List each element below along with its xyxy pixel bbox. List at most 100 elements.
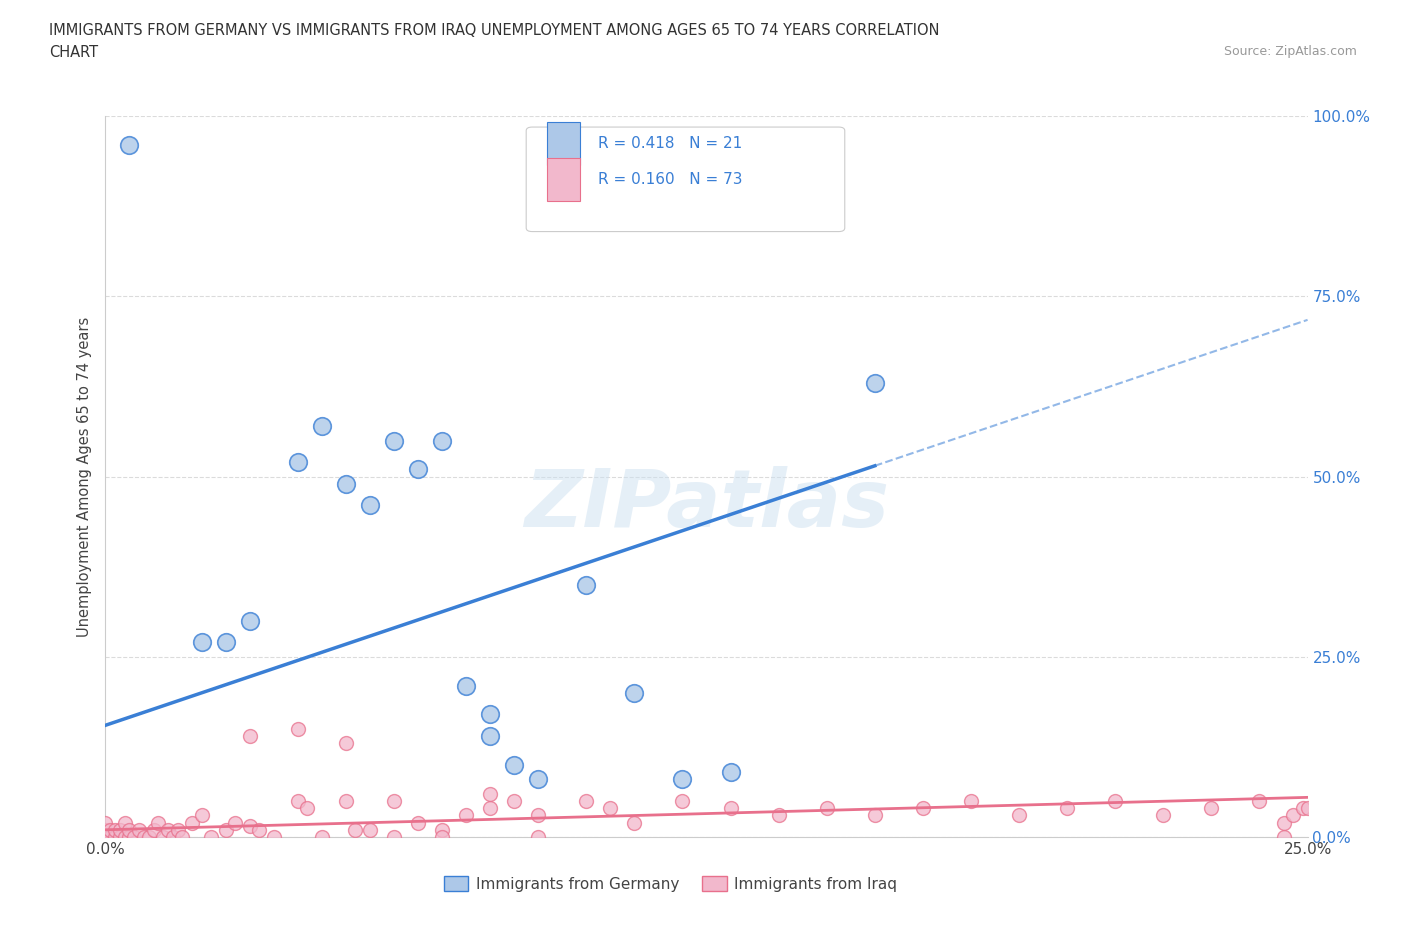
Point [128,822,150,837]
Point [671,793,693,808]
Point [152,830,174,844]
Point [148,815,170,830]
Point [911,801,934,816]
Point [297,801,319,816]
Point [162,830,184,844]
Point [114,815,136,830]
Point [239,818,262,833]
Point [142,822,165,837]
Point [1056,801,1078,816]
Point [503,757,526,772]
Point [311,830,333,844]
Point [359,822,381,837]
Point [575,793,598,808]
Point [454,808,477,823]
Point [479,729,502,744]
Point [768,808,790,823]
Point [247,822,270,837]
Point [172,830,194,844]
Point [863,808,886,823]
FancyBboxPatch shape [526,127,845,232]
Point [335,476,357,491]
Point [599,801,621,816]
Point [190,635,212,650]
Point [720,764,742,779]
Point [138,830,160,844]
Point [382,793,405,808]
Point [118,822,141,837]
Point [503,793,526,808]
Point [224,815,246,830]
Y-axis label: Unemployment Among Ages 65 to 74 years: Unemployment Among Ages 65 to 74 years [77,316,93,637]
Point [815,801,838,816]
Point [1292,801,1315,816]
Text: ZIPatlas: ZIPatlas [524,467,889,544]
Point [114,830,136,844]
Point [1282,808,1305,823]
Point [287,455,309,470]
Point [960,793,983,808]
Text: IMMIGRANTS FROM GERMANY VS IMMIGRANTS FROM IRAQ UNEMPLOYMENT AMONG AGES 65 TO 74: IMMIGRANTS FROM GERMANY VS IMMIGRANTS FR… [49,23,939,38]
Point [287,722,309,737]
Point [94,822,117,837]
FancyBboxPatch shape [547,122,581,166]
Point [156,822,179,837]
Point [108,822,131,837]
FancyBboxPatch shape [547,158,581,201]
Point [1272,815,1295,830]
Point [239,729,262,744]
Point [430,433,453,448]
Point [720,801,742,816]
Point [671,772,693,787]
Point [200,830,222,844]
Point [623,685,645,700]
Point [104,822,127,837]
Point [335,736,357,751]
Point [479,707,502,722]
Point [406,815,429,830]
Point [335,793,357,808]
Point [430,830,453,844]
Point [1272,830,1295,844]
Point [94,830,117,844]
Text: CHART: CHART [49,45,98,60]
Point [1296,801,1319,816]
Point [214,822,236,837]
Text: R = 0.160   N = 73: R = 0.160 N = 73 [599,172,742,187]
Point [344,822,367,837]
Point [118,830,141,844]
Point [527,808,550,823]
Point [132,830,155,844]
Text: R = 0.418   N = 21: R = 0.418 N = 21 [599,136,742,152]
Point [98,830,121,844]
Legend: Immigrants from Germany, Immigrants from Iraq: Immigrants from Germany, Immigrants from… [437,870,903,897]
Point [104,830,127,844]
Point [124,830,146,844]
Point [479,801,502,816]
Point [430,822,453,837]
Point [382,830,405,844]
Point [118,138,141,153]
Point [382,433,405,448]
Point [1249,793,1271,808]
Point [406,462,429,477]
Point [1008,808,1031,823]
Point [287,793,309,808]
Point [623,815,645,830]
Point [239,614,262,629]
Point [527,830,550,844]
Point [454,678,477,693]
Text: Source: ZipAtlas.com: Source: ZipAtlas.com [1223,45,1357,58]
Point [359,498,381,513]
Point [1152,808,1174,823]
Point [108,830,131,844]
Point [181,815,204,830]
Point [263,830,285,844]
Point [214,635,236,650]
Point [98,822,121,837]
Point [311,418,333,433]
Point [1104,793,1126,808]
Point [190,808,212,823]
Point [527,772,550,787]
Point [1201,801,1223,816]
